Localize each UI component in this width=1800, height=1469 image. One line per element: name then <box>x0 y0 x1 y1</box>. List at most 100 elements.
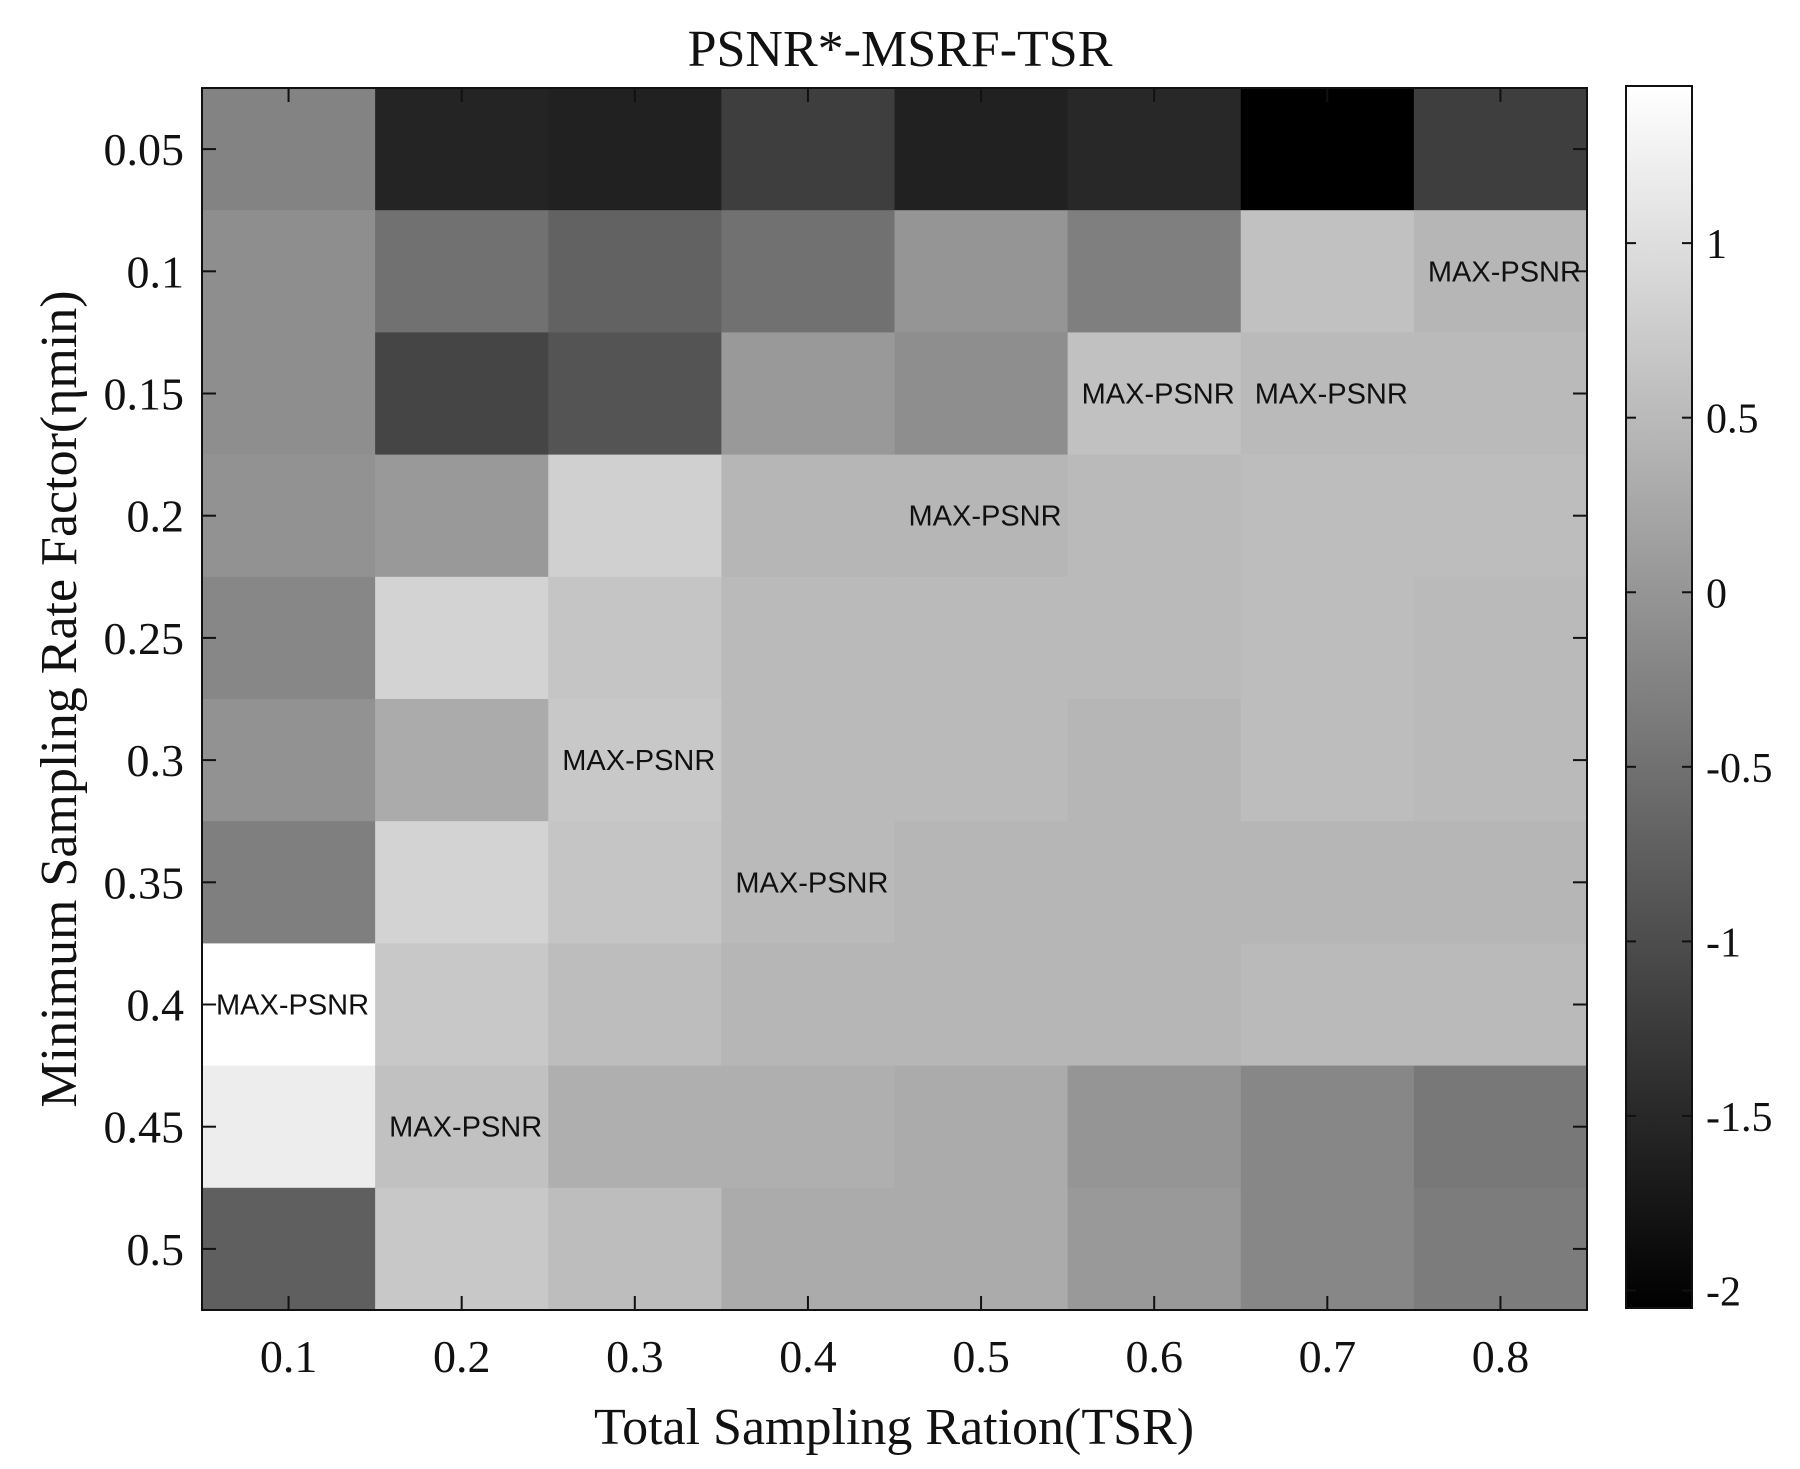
heatmap-cell <box>1067 332 1242 456</box>
heatmap-cell <box>721 1187 896 1311</box>
heatmap-cell <box>1240 88 1415 211</box>
max-psnr-annotation: MAX-PSNR <box>562 745 715 777</box>
heatmap-cell <box>375 1065 549 1189</box>
heatmap-cell <box>548 943 722 1067</box>
heatmap-cell <box>1240 821 1415 944</box>
heatmap-cell <box>721 332 896 456</box>
heatmap-cell <box>1413 1187 1588 1311</box>
heatmap-cell <box>548 821 722 944</box>
heatmap-cell <box>1067 1065 1242 1189</box>
y-tick-label: 0.05 <box>104 124 185 175</box>
heatmap-cell <box>375 88 549 211</box>
heatmap-cell <box>1413 454 1588 578</box>
heatmap-cell <box>1240 943 1415 1067</box>
heatmap-cell <box>1413 943 1588 1067</box>
heatmap-cell <box>202 88 376 211</box>
x-tick-label: 0.8 <box>1472 1331 1530 1382</box>
colorbar-tick-label: -2 <box>1706 1270 1741 1316</box>
heatmap-cell <box>375 1187 549 1311</box>
heatmap-cell <box>1067 821 1242 944</box>
heatmap-cell <box>894 821 1069 944</box>
heatmap-cell <box>375 821 549 944</box>
heatmap-cell <box>548 454 722 578</box>
heatmap-cell <box>1240 210 1415 333</box>
heatmap-cell <box>894 1187 1069 1311</box>
y-tick-label: 0.35 <box>104 857 185 908</box>
max-psnr-annotation: MAX-PSNR <box>1428 256 1581 288</box>
y-tick-label: 0.3 <box>127 735 185 786</box>
y-tick-label: 0.15 <box>104 369 185 420</box>
heatmap-cell <box>548 210 722 333</box>
heatmap-cell <box>1067 454 1242 578</box>
colorbar-tick-label: 0.5 <box>1706 397 1759 443</box>
colorbar-tick-label: 0 <box>1706 571 1727 617</box>
heatmap-cell <box>375 943 549 1067</box>
heatmap-cell <box>721 1065 896 1189</box>
heatmap-cell <box>1067 943 1242 1067</box>
colorbar-tick-label: -0.5 <box>1706 746 1773 792</box>
heatmap-cell <box>202 454 376 578</box>
heatmap-cell <box>548 699 722 822</box>
y-axis-ticks: 0.05 0.1 0.15 0.2 0.25 0.3 0.35 0.4 0.45 0.5 <box>104 124 1587 1275</box>
heatmap-cell <box>1413 88 1588 211</box>
heatmap-cell <box>894 210 1069 333</box>
y-tick-label: 0.5 <box>127 1224 185 1275</box>
heatmap-cell <box>1067 1187 1242 1311</box>
max-psnr-annotation: MAX-PSNR <box>909 501 1062 533</box>
heatmap-cell <box>894 1065 1069 1189</box>
heatmap-cell <box>202 821 376 944</box>
x-tick-label: 0.7 <box>1299 1331 1357 1382</box>
x-tick-label: 0.3 <box>606 1331 664 1382</box>
heatmap-cell <box>202 332 376 456</box>
y-tick-label: 0.1 <box>127 246 185 297</box>
heatmap-cell <box>202 943 376 1067</box>
annotations: MAX-PSNR MAX-PSNR MAX-PSNR MAX-PSNR MAX-PSNR… <box>216 256 1581 1143</box>
heatmap-cell <box>1240 332 1415 456</box>
heatmap-cell <box>548 88 722 211</box>
max-psnr-annotation: MAX-PSNR <box>216 990 369 1022</box>
chart-title: PSNR*-MSRF-TSR <box>688 21 1113 78</box>
heatmap-cell <box>1067 210 1242 333</box>
heatmap-cell <box>375 699 549 822</box>
heatmap-cell <box>1413 1065 1588 1189</box>
colorbar-tick-label: 1 <box>1706 222 1727 268</box>
plot-frame <box>201 87 1588 1311</box>
heatmap-cell <box>375 454 549 578</box>
heatmap-cell <box>894 699 1069 822</box>
max-psnr-annotation: MAX-PSNR <box>1255 379 1408 411</box>
heatmap-cell <box>1413 210 1588 333</box>
colorbar <box>1625 85 1693 1309</box>
x-tick-label: 0.2 <box>433 1331 491 1382</box>
heatmap-cell <box>1240 699 1415 822</box>
heatmap-cell <box>721 454 896 578</box>
heatmap-cell <box>202 1187 376 1311</box>
heatmap-cell <box>721 210 896 333</box>
y-tick-label: 0.45 <box>104 1102 185 1153</box>
heatmap-cell <box>894 943 1069 1067</box>
x-tick-label: 0.1 <box>260 1331 318 1382</box>
colorbar-tick-label: -1 <box>1706 920 1741 966</box>
colorbar-tick-label: -1.5 <box>1706 1095 1773 1141</box>
heatmap-cell <box>894 576 1069 700</box>
y-tick-label: 0.2 <box>127 491 185 542</box>
heatmap-cell <box>1067 699 1242 822</box>
colorbar-ticks: -2 -1.5 -1 -0.5 0 0.5 1 <box>1626 222 1773 1316</box>
heatmap-cell <box>375 332 549 456</box>
heatmap-cell <box>202 210 376 333</box>
heatmap-cell <box>1240 576 1415 700</box>
heatmap-cell <box>721 88 896 211</box>
heatmap-cell <box>721 576 896 700</box>
heatmap-cell <box>721 821 896 944</box>
x-axis-ticks: 0.1 0.2 0.3 0.4 0.5 0.6 0.7 0.8 <box>260 88 1529 1382</box>
heatmap-cell <box>894 332 1069 456</box>
heatmap-cell <box>548 576 722 700</box>
heatmap-cell <box>1240 1187 1415 1311</box>
max-psnr-annotation: MAX-PSNR <box>735 867 888 899</box>
y-tick-label: 0.4 <box>127 980 185 1031</box>
heatmap-cell <box>894 88 1069 211</box>
max-psnr-annotation: MAX-PSNR <box>1082 379 1235 411</box>
x-tick-label: 0.6 <box>1125 1331 1183 1382</box>
heatmap-cell <box>202 699 376 822</box>
heatmap-cell <box>202 576 376 700</box>
heatmap-cell <box>1067 88 1242 211</box>
